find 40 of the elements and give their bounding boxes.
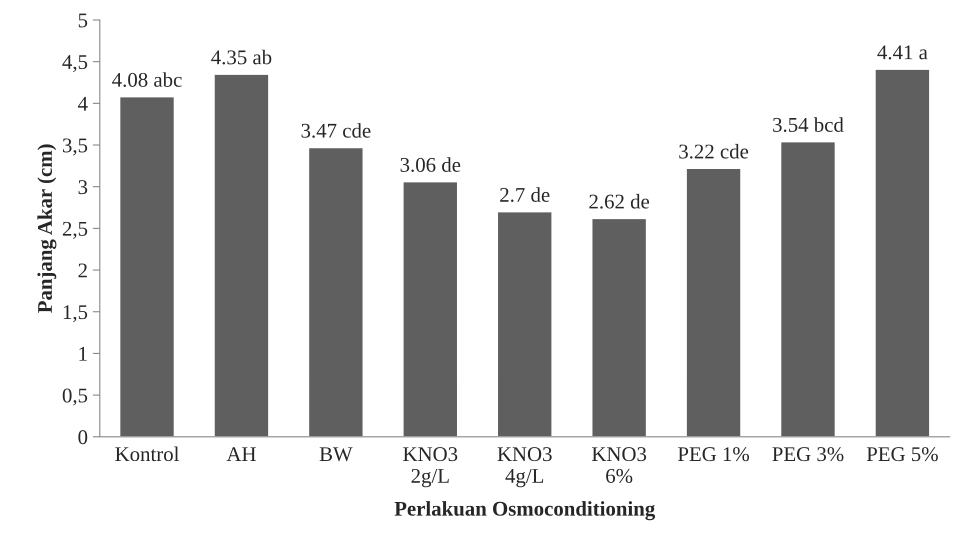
x-axis-title: Perlakuan Osmoconditioning [394, 501, 656, 520]
x-tick-label: PEG 5% [866, 447, 938, 462]
bar [308, 146, 364, 437]
bar [118, 96, 176, 437]
x-tick-label: PEG 1% [678, 447, 750, 462]
bar [780, 140, 836, 437]
y-axis-title: Panjang Akar (cm) [37, 144, 56, 313]
x-tick-label: KNO3 2g/L [403, 447, 458, 488]
y-tick-label: 5 [78, 14, 88, 28]
x-tick-label: Kontrol [115, 446, 180, 462]
y-tick-label: 4 [78, 96, 88, 111]
bar [685, 168, 742, 437]
x-tick-label: BW [320, 447, 353, 462]
data-label: 3.22 cde [679, 144, 748, 159]
x-tick-label: AH [226, 447, 256, 461]
data-label: 4.41 a [877, 45, 928, 60]
y-tick-label: 4,5 [62, 55, 88, 72]
data-label: 2.7 de [500, 187, 550, 202]
bar [496, 211, 553, 437]
data-label: 3.06 de [400, 157, 460, 172]
y-tick-label: 3,5 [62, 138, 88, 156]
y-tick-label: 2,5 [62, 222, 88, 239]
data-label: 2.62 de [589, 194, 650, 209]
y-tick-label: 2 [78, 263, 87, 278]
data-label: 3.54 bcd [773, 117, 844, 132]
data-label: 4.35 ab [211, 50, 272, 64]
x-tick-label: KNO3 6% [592, 447, 646, 484]
x-tick-label: KNO3 4g/L [498, 447, 552, 488]
bar [874, 68, 930, 437]
data-label: 3.47 cde [302, 123, 370, 138]
data-label: 4.08 abc [112, 72, 182, 87]
y-tick-label: 1 [79, 346, 87, 361]
bar [402, 181, 458, 437]
bar [591, 218, 648, 437]
x-tick-label: PEG 3% [772, 447, 844, 462]
y-tick-label: 3 [78, 180, 88, 194]
y-tick-label: 1,5 [64, 305, 88, 322]
y-tick-label: 0,5 [62, 388, 88, 406]
bar [213, 73, 270, 437]
y-tick-label: 0 [78, 430, 88, 444]
